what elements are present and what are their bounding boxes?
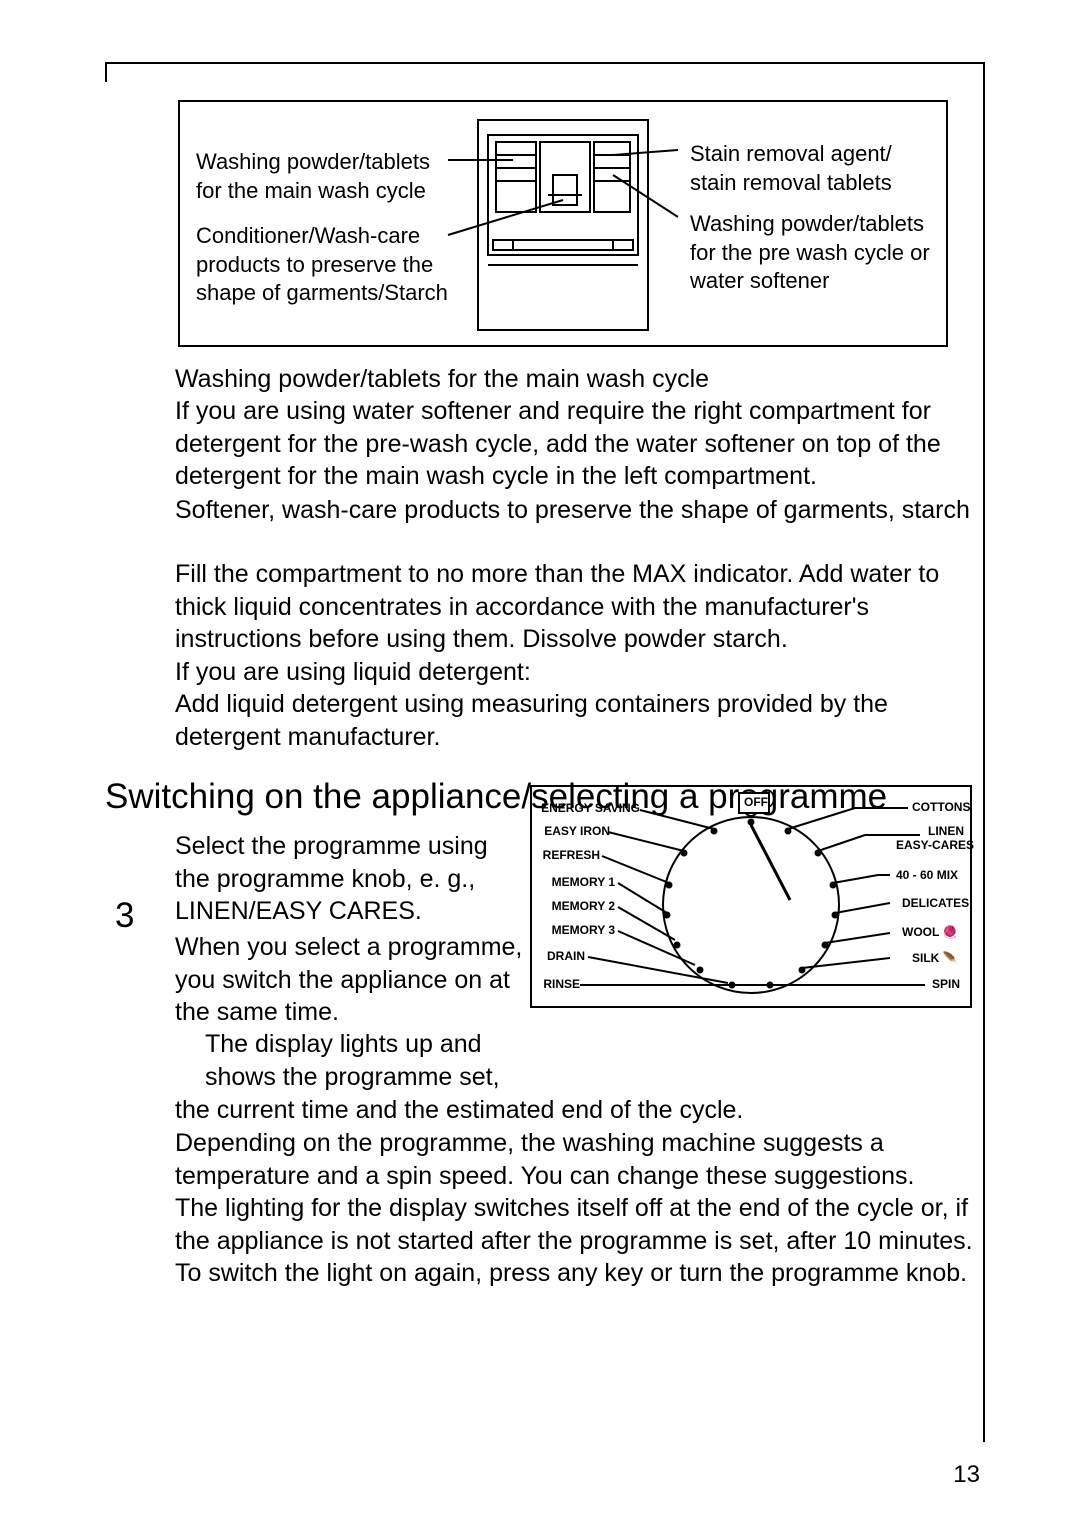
dial-mix: 40 - 60 MIX <box>896 868 958 882</box>
dial-silk: SILK 🪶 <box>912 951 958 965</box>
step-para-2: When you select a programme, you switch … <box>175 931 525 1029</box>
diagram-label-bl: Conditioner/Wash-care products to preser… <box>196 222 476 308</box>
hand-wash-icon: 🪶 <box>943 951 958 965</box>
page-number: 13 <box>953 1461 980 1489</box>
step-para-1: Select the programme using the programme… <box>175 830 525 928</box>
page-border-left <box>105 62 107 82</box>
step-para-5: The lighting for the display switches it… <box>175 1192 985 1290</box>
dial-refresh: REFRESH <box>540 848 600 862</box>
dial-memory1: MEMORY 1 <box>540 875 615 889</box>
diagram-label-tr: Stain removal agent/ stain removal table… <box>690 140 940 197</box>
step-para-4: Depending on the programme, the washing … <box>175 1127 985 1192</box>
dial-rinse: RINSE <box>540 977 580 991</box>
dial-off: OFF <box>744 795 768 809</box>
dial-delicates: DELICATES <box>902 896 969 910</box>
step-para-3a: The display lights up and shows the prog… <box>205 1028 525 1093</box>
dial-spin: SPIN <box>932 977 960 991</box>
dial-memory2: MEMORY 2 <box>540 899 615 913</box>
para-1: Washing powder/tablets for the main wash… <box>175 363 985 396</box>
para-2: If you are using water softener and requ… <box>175 395 985 493</box>
dial-memory3: MEMORY 3 <box>540 923 615 937</box>
dial-cottons: COTTONS <box>912 800 970 814</box>
para-5: If you are using liquid detergent: <box>175 656 985 689</box>
dial-energy-saving: ENERGY SAVING <box>540 801 640 815</box>
diagram-label-br: Washing powder/tablets for the pre wash … <box>690 210 950 296</box>
diagram-label-tl: Washing powder/tablets for the main wash… <box>196 148 456 205</box>
para-3: Softener, wash-care products to preserve… <box>175 494 985 527</box>
dial-drain: DRAIN <box>540 949 585 963</box>
dial-wool: WOOL 🧶 <box>902 925 957 939</box>
dial-easy-iron: EASY IRON <box>540 824 610 838</box>
dial-linen: LINEN <box>928 824 964 838</box>
step-number: 3 <box>115 896 134 936</box>
step-para-3b: the current time and the estimated end o… <box>175 1094 985 1127</box>
para-6: Add liquid detergent using measuring con… <box>175 688 985 753</box>
hand-wash-icon: 🧶 <box>942 925 957 939</box>
para-4: Fill the compartment to no more than the… <box>175 558 985 656</box>
dial-easy-cares: EASY-CARES <box>896 838 974 852</box>
